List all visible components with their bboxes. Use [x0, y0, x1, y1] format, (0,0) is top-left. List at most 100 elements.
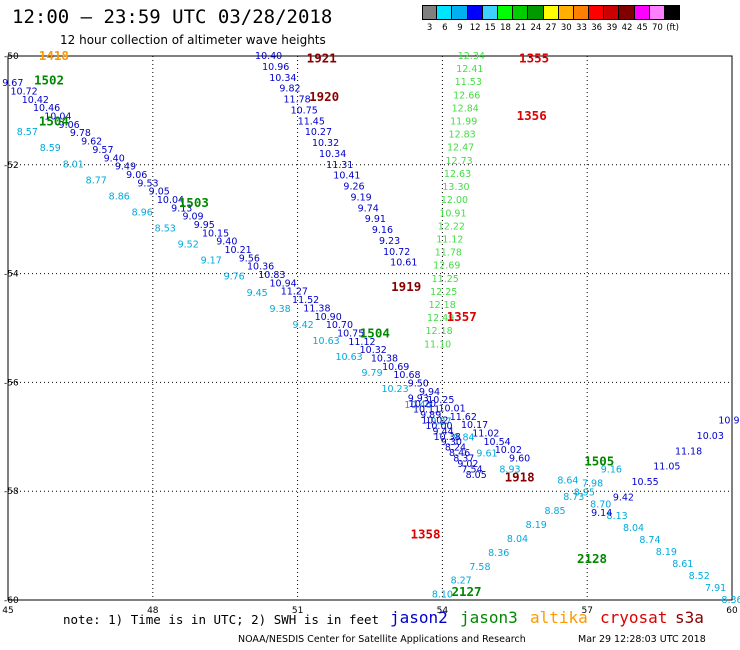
colorbar-legend: 3 6 9 12 15 18 21 24 27 30 33 36 39 42 45 70 (ft)	[422, 5, 681, 33]
wave-height-point: 12.66	[453, 90, 480, 101]
wave-height-point: 9.42	[293, 320, 314, 331]
wave-height-point: 11.78	[435, 248, 462, 259]
colorbar-swatch	[422, 5, 438, 20]
wave-height-point: 8.36	[721, 595, 740, 606]
wave-height-point: 10.63	[312, 336, 339, 347]
wave-height-point: 8.24	[445, 443, 466, 454]
wave-height-point: 9.60	[509, 454, 530, 465]
wave-height-point: 11.62	[450, 412, 477, 423]
wave-height-point: 9.16	[601, 464, 622, 475]
wave-height-point: 10.46	[404, 400, 431, 411]
colorbar-swatch	[452, 5, 468, 20]
track-time-label: 1355	[519, 51, 549, 66]
wave-height-point: 11.99	[450, 117, 477, 128]
wave-height-point: 11.18	[675, 446, 702, 457]
chart-subtitle: 12 hour collection of altimeter wave hei…	[60, 33, 326, 47]
wave-height-point: 9.79	[361, 368, 382, 379]
colorbar-label: 70	[651, 23, 663, 33]
wave-height-point: 9.06	[126, 170, 147, 181]
wave-height-point: 10.20	[409, 399, 436, 410]
wave-height-point: 10.90	[718, 415, 740, 426]
wave-height-point: 9.94	[419, 387, 440, 398]
wave-height-point: 8.13	[607, 511, 628, 522]
wave-height-point: 10.01	[438, 404, 465, 415]
y-tick-label: -60	[4, 596, 19, 606]
colorbar-label: 18	[500, 23, 511, 33]
wave-height-point: 8.19	[526, 520, 547, 531]
track-time-label: 1918	[505, 470, 535, 485]
wave-height-point: 10.32	[360, 345, 387, 356]
wave-height-point: 10.55	[632, 477, 659, 488]
colorbar-swatch	[482, 5, 498, 20]
wave-height-point: 12.41	[456, 64, 483, 75]
x-tick-label: 57	[581, 606, 592, 616]
wave-height-point: 10.38	[371, 353, 398, 364]
wave-height-point: 10.21	[224, 245, 251, 256]
wave-height-point: 10.27	[305, 127, 332, 138]
y-tick-label: -50	[4, 52, 19, 62]
wave-height-point: 9.49	[115, 162, 136, 173]
wave-height-point: 10.25	[427, 395, 454, 406]
track-time-label: 1356	[517, 108, 547, 123]
wave-height-point: 8.64	[557, 475, 578, 486]
wave-height-point: 9.91	[365, 214, 386, 225]
colorbar-swatch	[528, 5, 544, 20]
legend-s3a: s3a	[675, 608, 704, 627]
colorbar-label: 21	[515, 23, 527, 33]
wave-height-point: 10.72	[383, 247, 410, 258]
wave-height-point: 11.25	[432, 274, 459, 285]
wave-height-point: 10.04	[157, 195, 184, 206]
colorbar-labels: 3 6 9 12 15 18 21 24 27 30 33 36 39 42 45 70 (ft)	[422, 20, 680, 33]
wave-height-point: 9.27	[430, 416, 451, 427]
wave-height-point: 8.04	[507, 534, 528, 545]
track-time-label: 1919	[391, 279, 421, 294]
track-time-label: 1920	[309, 89, 339, 104]
colorbar-swatch	[604, 5, 620, 20]
wave-height-point: 9.40	[104, 153, 125, 164]
wave-height-point: 12.25	[430, 287, 457, 298]
wave-height-point: 7.91	[705, 583, 726, 594]
wave-height-point: 10.34	[319, 149, 346, 160]
wave-height-point: 10.36	[247, 262, 274, 273]
wave-height-point: 10.96	[262, 62, 289, 73]
wave-height-point: 11.52	[292, 295, 319, 306]
wave-height-point: 10.75	[291, 105, 318, 116]
wave-height-point: 12.18	[426, 326, 453, 337]
wave-height-point: 9.44	[433, 426, 454, 437]
wave-height-point: 10.23	[381, 384, 408, 395]
wave-height-point: 8.05	[466, 470, 487, 481]
wave-height-point: 8.73	[563, 492, 584, 503]
track-time-label: 1357	[447, 309, 477, 324]
wave-height-point: 8.57	[17, 127, 38, 138]
wave-height-point: 9.38	[270, 304, 291, 315]
footer-note: note: 1) Time is in UTC; 2) SWH is in fe…	[63, 612, 380, 627]
x-tick-label: 45	[2, 606, 13, 616]
x-tick-label: 48	[147, 606, 159, 616]
wave-height-point: 10.70	[326, 320, 353, 331]
wave-height-point: 8.59	[40, 143, 61, 154]
x-tick-label: 60	[726, 606, 738, 616]
wave-height-point: 7.98	[582, 478, 603, 489]
colorbar-label: 36	[591, 23, 603, 33]
wave-height-point: 12.83	[449, 130, 476, 141]
track-time-label: 2127	[451, 584, 481, 599]
colorbar-swatch	[665, 5, 681, 20]
legend-altika: altika	[530, 608, 588, 627]
wave-height-point: 9.50	[408, 378, 429, 389]
wave-height-point: 12.73	[445, 156, 472, 167]
y-tick-label: -52	[4, 161, 19, 171]
wave-height-point: 8.46	[449, 448, 470, 459]
colorbar-swatch	[497, 5, 514, 20]
colorbar-label: (ft)	[666, 23, 679, 33]
wave-height-point: 10.68	[393, 370, 420, 381]
wave-height-point: 12.84	[452, 103, 479, 114]
track-time-label: 1504	[360, 325, 390, 340]
wave-height-point: 9.78	[70, 128, 91, 139]
wave-height-point: 10.04	[44, 112, 71, 123]
x-tick-label: 54	[437, 606, 449, 616]
footer-timestamp: Mar 29 12:28:03 UTC 2018	[578, 634, 706, 645]
wave-height-point: 10.46	[33, 103, 60, 114]
wave-height-point: 12.49	[427, 313, 454, 324]
wave-height-point: 8.85	[544, 506, 565, 517]
wave-height-point: 8.61	[672, 559, 693, 570]
